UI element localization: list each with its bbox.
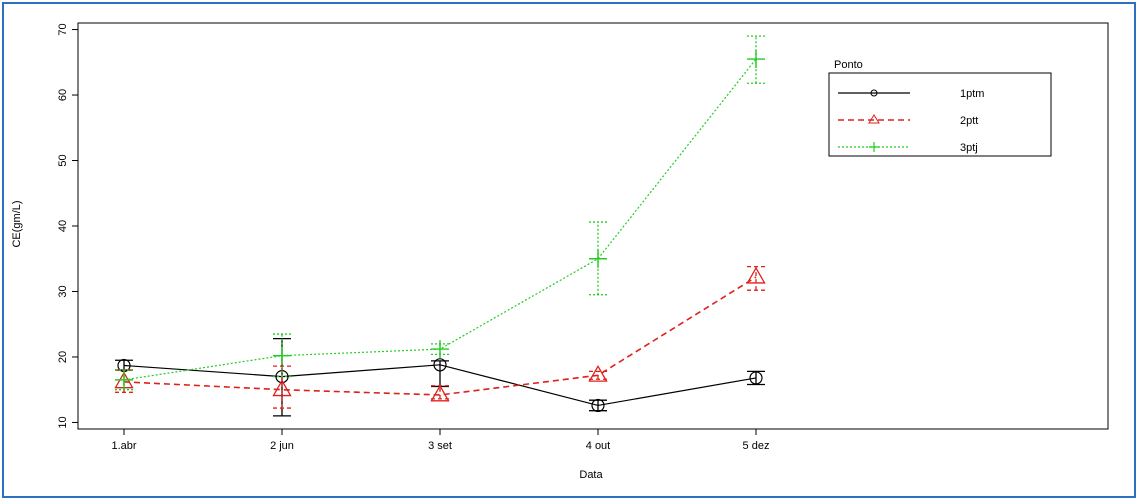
series-line — [123, 58, 757, 381]
data-point — [430, 384, 450, 402]
data-point — [272, 379, 292, 397]
y-tick-label: 60 — [57, 89, 69, 101]
x-tick-label: 1.abr — [111, 440, 136, 452]
legend-entry-1ptm: 1ptm — [838, 88, 984, 100]
legend-marker — [870, 89, 878, 97]
series-2ptt — [114, 265, 766, 409]
data-point — [588, 365, 608, 382]
y-tick-label: 40 — [57, 220, 69, 232]
x-tick-label: 5 dez — [743, 440, 770, 452]
x-tick-label: 3 set — [428, 440, 452, 452]
series-3ptj — [115, 35, 765, 391]
legend-marker — [868, 114, 880, 124]
legend-entry-3ptj: 3ptj — [838, 142, 978, 154]
error-bar — [747, 35, 765, 84]
legend: Ponto 1ptm 2ptt 3ptj — [828, 59, 1052, 157]
y-axis-label: CE(gm/L) — [11, 200, 23, 247]
y-tick-label: 20 — [57, 351, 69, 363]
error-bar — [747, 265, 765, 291]
data-point — [273, 346, 291, 365]
series-line — [123, 276, 757, 396]
series-line — [123, 364, 757, 407]
y-axis: 10 20 30 40 50 60 70 — [57, 23, 78, 429]
data-point — [746, 266, 766, 284]
y-tick-label: 30 — [57, 285, 69, 297]
data-point — [115, 370, 133, 389]
error-bar — [273, 365, 291, 409]
data-point — [749, 371, 763, 385]
data-point — [433, 358, 447, 372]
legend-box — [828, 72, 1052, 157]
data-point — [747, 50, 765, 69]
legend-entry-2ptt: 2ptt — [838, 114, 978, 127]
legend-label: 2ptt — [960, 115, 978, 127]
x-tick-label: 4 out — [586, 440, 610, 452]
data-point — [431, 340, 449, 359]
x-tick-label: 2 jun — [270, 440, 294, 452]
legend-marker — [869, 142, 879, 152]
legend-label: 3ptj — [960, 142, 978, 154]
x-axis-label: Data — [579, 469, 603, 481]
y-tick-label: 10 — [57, 416, 69, 428]
legend-title: Ponto — [834, 59, 863, 71]
y-tick-label: 70 — [57, 23, 69, 35]
legend-label: 1ptm — [960, 88, 984, 100]
x-axis: 1.abr 2 jun 3 set 4 out 5 dez — [111, 429, 769, 452]
data-point — [589, 249, 607, 268]
data-point — [591, 398, 605, 413]
series-layer — [114, 35, 766, 417]
line-chart: 10 20 30 40 50 60 70 1.abr 2 jun 3 set 4 out 5 dez… — [11, 22, 1109, 481]
y-tick-label: 50 — [57, 154, 69, 166]
